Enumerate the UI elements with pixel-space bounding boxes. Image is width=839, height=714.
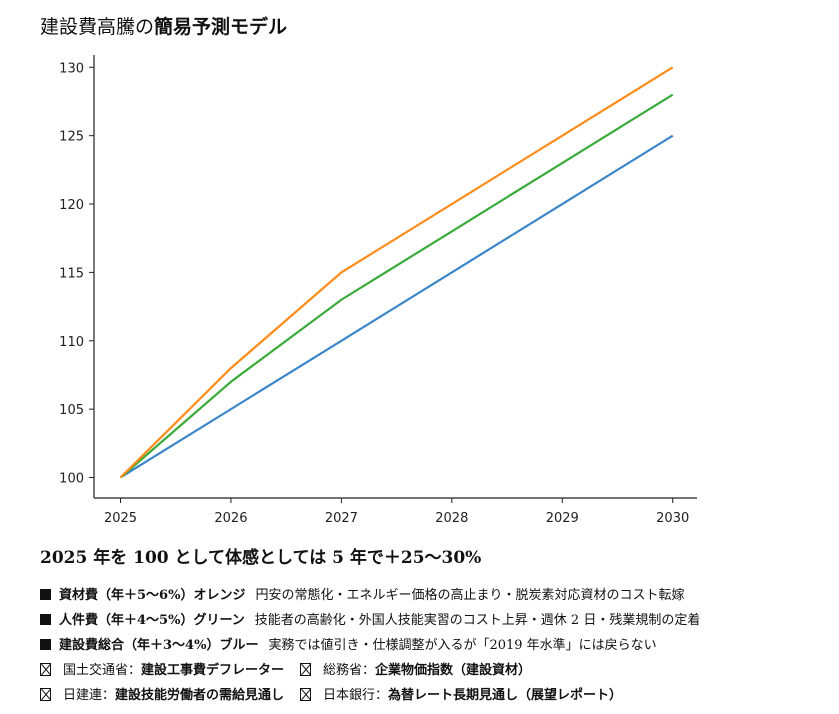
source-name: 企業物価指数（建設資材）	[375, 663, 532, 678]
y-tick-label: 125	[59, 130, 84, 145]
x-axis: 2025 2026 2027 2028 2029 2030	[104, 498, 689, 526]
note-desc: 円安の常態化・エネルギー価格の高止まり・脱炭素対応資材のコスト転嫁	[255, 588, 685, 603]
y-tick-label: 105	[59, 403, 84, 418]
y-tick-label: 110	[59, 335, 84, 350]
source-org: 日建連：	[63, 688, 116, 703]
series-line-人件費	[119, 93, 674, 479]
y-tick-label: 120	[59, 198, 84, 213]
title-bold: 簡易予測モデル	[154, 16, 288, 38]
source-name: 建設工事費デフレーター	[141, 663, 285, 678]
square-bullet-icon	[40, 639, 51, 650]
x-tick-label: 2026	[214, 511, 247, 526]
note-materials: 資材費（年＋5〜6%）オレンジ 円安の常態化・エネルギー価格の高止まり・脱炭素対応…	[40, 584, 684, 603]
x-tick-label: 2029	[546, 511, 579, 526]
y-tick-label: 100	[59, 471, 84, 486]
source-org: 国土交通省：	[63, 663, 142, 678]
note-label: 建設費総合（年＋3〜4%）ブルー	[59, 638, 259, 653]
source-org: 総務省：	[323, 663, 376, 678]
series-line-資材費	[119, 66, 674, 479]
chart-title: 建設費高騰の簡易予測モデル	[40, 12, 287, 39]
source-org: 日本銀行：	[323, 688, 389, 703]
note-desc: 実務では値引き・仕様調整が入るが「2019 年水準」には戻らない	[268, 638, 657, 653]
missing-glyph-icon	[40, 663, 51, 676]
square-bullet-icon	[40, 614, 51, 625]
x-tick-label: 2030	[656, 511, 689, 526]
series-lines	[119, 66, 674, 479]
title-normal: 建設費高騰の	[40, 16, 155, 38]
x-tick-label: 2028	[435, 511, 468, 526]
note-desc: 技能者の高齢化・外国人技能実習のコスト上昇・週休 2 日・残業規制の定着	[254, 613, 701, 628]
y-tick-label: 115	[59, 266, 84, 281]
missing-glyph-icon	[300, 688, 312, 701]
sources-row-1: 国土交通省：建設工事費デフレーター 総務省：企業物価指数（建設資材）	[40, 659, 531, 678]
note-label: 人件費（年＋4〜5%）グリーン	[59, 613, 245, 628]
missing-glyph-icon	[40, 688, 51, 701]
note-label: 資材費（年＋5〜6%）オレンジ	[59, 588, 246, 603]
missing-glyph-icon	[300, 663, 312, 676]
source-name: 建設技能労働者の需給見通し	[115, 688, 285, 703]
y-axis: 100 105 110 115 120 125 130	[59, 61, 94, 486]
x-tick-label: 2025	[104, 511, 137, 526]
note-labor: 人件費（年＋4〜5%）グリーン 技能者の高齢化・外国人技能実習のコスト上昇・週休 …	[40, 609, 700, 628]
square-bullet-icon	[40, 589, 51, 600]
sources-row-2: 日建連：建設技能労働者の需給見通し 日本銀行：為替レート長期見通し（展望レポート）	[40, 684, 622, 703]
note-total: 建設費総合（年＋3〜4%）ブルー 実務では値引き・仕様調整が入るが「2019 年水…	[40, 634, 657, 653]
series-line-建設費総合	[119, 134, 674, 479]
x-tick-label: 2027	[325, 511, 358, 526]
y-tick-label: 130	[59, 61, 84, 76]
source-name: 為替レート長期見通し（展望レポート）	[388, 688, 623, 703]
summary-heading: 2025 年を 100 として体感としては 5 年で＋25〜30%	[40, 548, 482, 568]
